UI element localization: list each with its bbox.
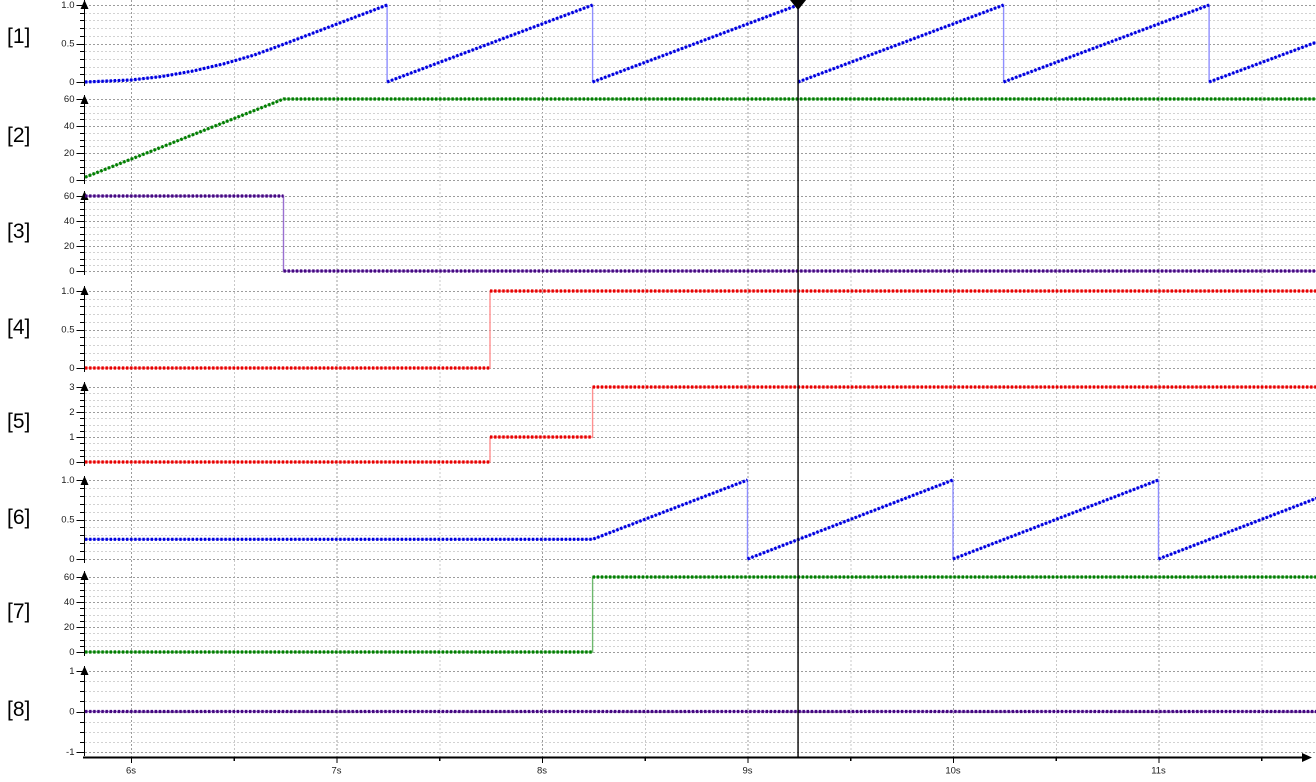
- x-tick-label: 10s: [945, 766, 961, 777]
- y-tick-label: 1: [69, 432, 74, 443]
- panel-label-3: [3]: [7, 220, 31, 243]
- y-tick-label: 40: [64, 121, 75, 132]
- trace-2-underlay: [84, 98, 1316, 178]
- x-tick-label: 8s: [537, 766, 547, 777]
- y-tick-label: 0: [69, 77, 74, 88]
- time-cursor[interactable]: [790, 0, 807, 757]
- x-tick-label: 6s: [126, 766, 136, 777]
- y-tick-label: 0: [69, 554, 74, 565]
- panel-8: -1 0 1: [66, 666, 1316, 758]
- y-axis-arrow-icon: [80, 0, 89, 9]
- y-tick-label: 20: [64, 622, 75, 633]
- y-tick-label: 1.0: [61, 286, 74, 297]
- y-axis-arrow-icon: [80, 191, 89, 200]
- trace-4-underlay: [85, 290, 1316, 369]
- y-tick-label: 0.5: [61, 325, 74, 336]
- y-axis-arrow-icon: [80, 571, 89, 580]
- y-tick-label: 1.0: [61, 0, 74, 11]
- y-tick-label: 0: [69, 175, 74, 186]
- y-tick-label: 0: [69, 707, 74, 718]
- y-tick-label: 20: [64, 148, 75, 159]
- trace-1: [1208, 40, 1316, 84]
- panel-5: 0 1 2 3: [69, 382, 1316, 468]
- y-axis-arrow-icon: [80, 382, 89, 391]
- y-axis-arrow-icon: [80, 286, 89, 295]
- y-tick-label: 60: [64, 572, 75, 583]
- panel-7: 0 20 40 60: [64, 571, 1316, 658]
- y-tick-label: 0.5: [61, 39, 74, 50]
- x-tick-label: 11s: [1151, 766, 1166, 777]
- y-tick-label: 2: [69, 407, 74, 418]
- panel-label-2: [2]: [7, 124, 31, 147]
- y-tick-label: 60: [64, 191, 75, 202]
- y-tick-label: 0: [69, 647, 74, 658]
- x-axis-arrow-icon: [1302, 753, 1312, 762]
- x-axis: 6s 7s 8s 9s 10s 11s: [83, 753, 1312, 777]
- trace-1: [84, 3, 388, 84]
- x-tick-label: 7s: [331, 766, 341, 777]
- trace-6: [1157, 496, 1316, 561]
- panel-label-8: [8]: [7, 698, 31, 721]
- panel-1: 0 0.5 1.0: [61, 0, 1316, 88]
- panel-label-4: [4]: [7, 316, 31, 339]
- panel-label-5: [5]: [7, 410, 31, 433]
- y-tick-label: 40: [64, 597, 75, 608]
- y-tick-label: 60: [64, 94, 75, 105]
- y-tick-label: -1: [66, 747, 74, 758]
- y-tick-label: 0: [69, 457, 74, 468]
- y-tick-label: 1: [69, 666, 74, 677]
- y-tick-label: 0.5: [61, 515, 74, 526]
- trace-2: [84, 97, 1316, 179]
- y-tick-label: 20: [64, 241, 75, 252]
- y-tick-label: 3: [69, 382, 74, 393]
- trace-1-underlay: [84, 3, 1316, 84]
- y-tick-label: 0: [69, 363, 74, 374]
- y-tick-label: 0: [69, 266, 74, 277]
- trace-6: [85, 478, 749, 541]
- panel-6: 0 0.5 1.0: [61, 475, 1316, 565]
- y-axis-arrow-icon: [80, 666, 89, 675]
- panel-label-6: [6]: [7, 506, 31, 529]
- panel-label-7: [7]: [7, 600, 31, 623]
- y-tick-label: 1.0: [61, 475, 74, 486]
- y-tick-label: 40: [64, 216, 75, 227]
- panel-2: 0 20 40 60: [64, 94, 1316, 186]
- panel-3: 0 20 40 60: [64, 191, 1316, 277]
- panel-label-1: [1]: [7, 25, 31, 48]
- x-tick-label: 9s: [742, 766, 752, 777]
- time-cursor-handle-icon[interactable]: [790, 0, 807, 10]
- panel-4: 0 0.5 1.0: [61, 286, 1316, 374]
